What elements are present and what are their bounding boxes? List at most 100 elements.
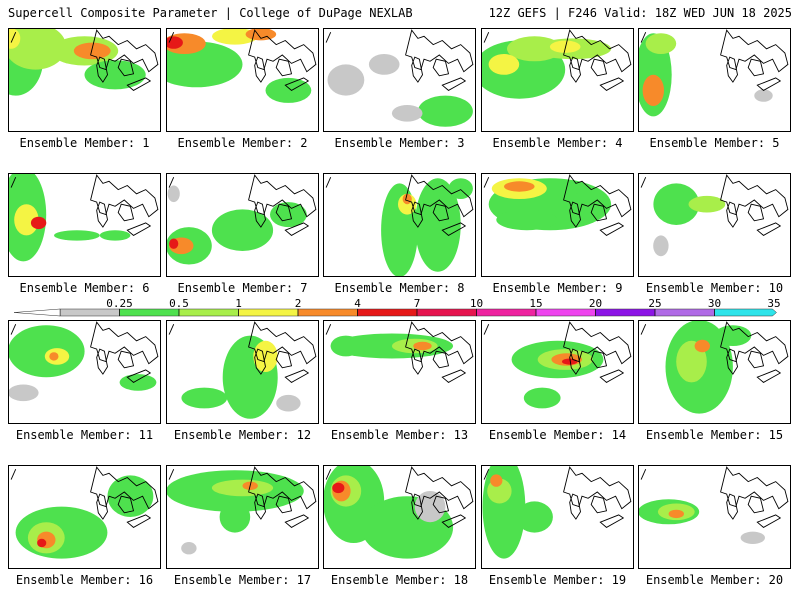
coastline (90, 174, 159, 218)
member-map (323, 320, 476, 424)
member-map (481, 465, 634, 569)
coastline (640, 32, 647, 43)
ensemble-member-panel: Ensemble Member: 8 (323, 173, 476, 297)
coastline (10, 324, 17, 335)
coastline (168, 324, 175, 335)
chart-title: Supercell Composite Parameter | College … (8, 6, 413, 20)
colorbar-tick-label: 0.25 (106, 298, 133, 310)
coastline (432, 203, 450, 222)
scp-contour (488, 54, 520, 75)
scp-contour (30, 216, 47, 230)
coastline (483, 469, 490, 480)
coastline (284, 77, 310, 91)
member-label: Ensemble Member: 7 (177, 281, 308, 295)
coastline (747, 350, 765, 369)
scp-contour (653, 235, 669, 257)
coastline (569, 348, 581, 375)
scp-contour (417, 95, 473, 127)
member-map (323, 173, 476, 277)
ensemble-member-panel: Ensemble Member: 9 (481, 173, 634, 297)
coastline (441, 369, 467, 383)
coastline (284, 369, 310, 383)
coastline (168, 32, 175, 43)
colorbar-segment (595, 308, 656, 317)
ensemble-member-panel: Ensemble Member: 20 (638, 465, 791, 589)
scp-contour (9, 29, 67, 70)
member-label: Ensemble Member: 5 (649, 136, 780, 150)
colorbar-segment (654, 308, 715, 317)
coastline (405, 29, 474, 73)
scp-contour (645, 33, 677, 54)
coastline (563, 174, 632, 218)
coastline (248, 321, 317, 365)
coastline (126, 369, 152, 383)
colorbar-tick-label: 4 (354, 298, 361, 310)
coastline (590, 203, 608, 222)
scp-contour (99, 230, 131, 241)
member-label: Ensemble Member: 14 (488, 428, 627, 442)
scp-contour (270, 202, 307, 228)
coastline (441, 514, 467, 528)
coastline (726, 56, 738, 83)
scp-contour (14, 204, 39, 236)
coastline (275, 58, 293, 77)
coastline (756, 77, 782, 91)
scp-contour (668, 509, 684, 519)
scp-contour (490, 474, 503, 487)
coastline (569, 201, 581, 228)
coastline (284, 514, 310, 528)
member-map (481, 28, 634, 132)
coastline (747, 495, 765, 514)
scp-contour (181, 542, 197, 555)
coastline (640, 469, 647, 480)
member-label: Ensemble Member: 2 (177, 136, 308, 150)
coastline (411, 56, 423, 83)
coastline (756, 369, 782, 383)
colorbar-segment (297, 308, 358, 317)
ensemble-member-panel: Ensemble Member: 2 (166, 28, 319, 152)
colorbar-segment (357, 308, 418, 317)
coastline (432, 495, 450, 514)
scp-contour (368, 54, 400, 75)
member-map (166, 320, 319, 424)
colorbar-segment (476, 308, 537, 317)
scp-contour (119, 374, 157, 391)
coastline (563, 321, 632, 365)
scp-contour (414, 491, 446, 523)
member-map (8, 465, 161, 569)
member-map (638, 465, 791, 569)
scp-contour (688, 195, 726, 213)
scp-contour (276, 394, 301, 412)
colorbar-tick-label: 25 (648, 298, 661, 310)
member-map (8, 28, 161, 132)
member-map (481, 320, 634, 424)
coastline (720, 321, 789, 365)
scp-contour (402, 193, 412, 205)
scp-contour (565, 191, 611, 217)
coastline (248, 29, 317, 73)
coastline (254, 56, 266, 83)
coastline (747, 58, 765, 77)
coastline (640, 177, 647, 188)
run-valid-time: 12Z GEFS | F246 Valid: 18Z WED JUN 18 20… (488, 6, 792, 20)
coastline (275, 495, 293, 514)
colorbar-segment (119, 308, 180, 317)
member-label: Ensemble Member: 18 (330, 573, 469, 587)
scp-contour (754, 89, 773, 102)
member-label: Ensemble Member: 19 (488, 573, 627, 587)
coastline (284, 222, 310, 236)
scp-contour (694, 339, 710, 353)
colorbar-tick-label: 10 (470, 298, 483, 310)
coastline (254, 493, 266, 520)
member-label: Ensemble Member: 10 (645, 281, 784, 295)
coastline (569, 493, 581, 520)
scp-contour (642, 74, 664, 106)
ensemble-member-panel: Ensemble Member: 11 (8, 320, 161, 444)
ensemble-member-panel: Ensemble Member: 18 (323, 465, 476, 589)
coastline (90, 321, 159, 365)
member-label: Ensemble Member: 4 (492, 136, 623, 150)
coastline (405, 321, 474, 365)
ensemble-member-panel: Ensemble Member: 3 (323, 28, 476, 152)
scp-contour (167, 185, 180, 203)
coastline (117, 495, 135, 514)
